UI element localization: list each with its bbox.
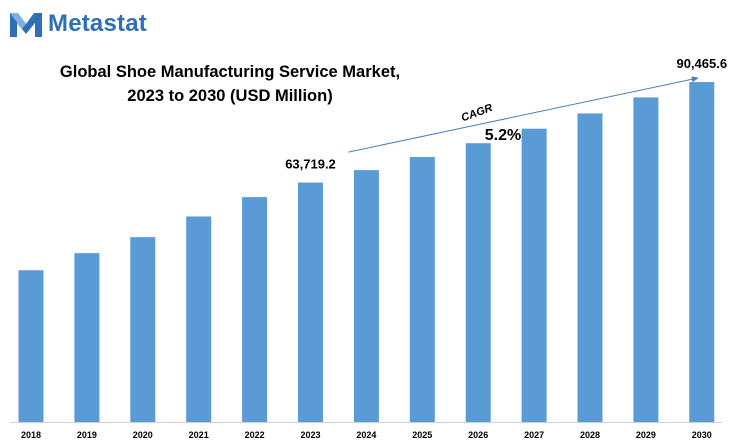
cagr-arrow [348,76,699,153]
bar-2030 [689,82,715,422]
x-tick-label-2025: 2025 [412,430,432,440]
x-tick-label-2019: 2019 [77,430,97,440]
chart-title-line-1: Global Shoe Manufacturing Service Market… [59,63,401,81]
bar-2024 [353,170,379,422]
x-tick-label-2021: 2021 [189,430,209,440]
bar-2021 [186,216,212,422]
bar-2020 [130,237,156,422]
x-tick-label-2027: 2027 [524,430,544,440]
chart-title: Global Shoe Manufacturing Service Market… [40,60,420,108]
data-label-2023: 63,719.2 [285,157,336,172]
bar-2029 [633,97,659,422]
x-tick-label-2018: 2018 [21,430,41,440]
x-tick-label-2029: 2029 [636,430,656,440]
bar-2022 [242,197,268,422]
x-tick-label-2020: 2020 [133,430,153,440]
data-label-2030: 90,465.6 [676,56,727,71]
cagr-value: 5.2% [485,127,521,144]
bar-2028 [577,113,603,422]
bar-2027 [521,128,547,422]
x-tick-label-2022: 2022 [245,430,265,440]
metastat-m-logo-icon [10,13,42,37]
brand-name: Metastat [48,10,147,37]
x-tick-label-2026: 2026 [468,430,488,440]
bar-2018 [18,270,44,422]
chart-title-line-2: 2023 to 2030 (USD Million) [127,87,333,105]
bar-2026 [465,143,491,422]
cagr-label: CAGR [460,102,495,124]
bar-2019 [74,253,100,422]
bar-2023 [298,182,323,422]
x-tick-label-2024: 2024 [356,430,376,440]
brand-logo: Metastat [8,8,147,40]
x-tick-label-2028: 2028 [580,430,600,440]
bar-2025 [409,156,435,422]
x-tick-label-2023: 2023 [300,430,320,440]
x-tick-label-2030: 2030 [692,430,712,440]
